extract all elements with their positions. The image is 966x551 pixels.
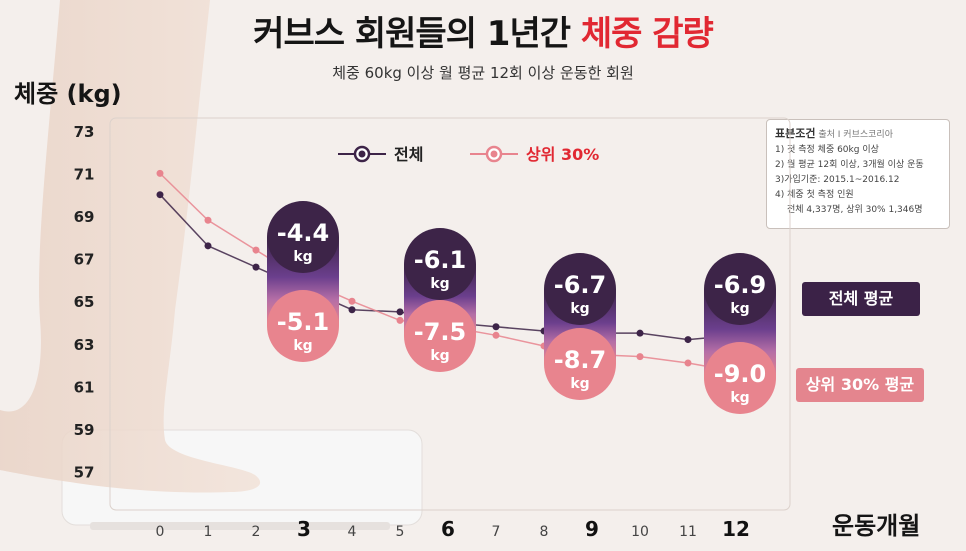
annotation-circle-all	[544, 253, 616, 325]
data-point	[636, 353, 644, 361]
source-line: 1) 첫 측정 체중 60kg 이상	[775, 145, 879, 155]
data-point	[396, 308, 404, 316]
data-point	[204, 216, 212, 224]
x-tick-label: 6	[441, 517, 455, 541]
annotation-unit-top30: kg	[293, 338, 312, 354]
data-point	[396, 316, 404, 324]
x-tick-label: 7	[492, 524, 501, 540]
source-line: 4) 체중 첫 측정 인원	[775, 190, 854, 200]
y-tick-label: 69	[74, 208, 95, 226]
source-line: 3)가입기준: 2015.1~2016.12	[775, 175, 900, 185]
annotation-value-all: -4.4	[277, 219, 329, 247]
annotation-circle-all	[267, 201, 339, 273]
data-point	[348, 306, 356, 314]
x-tick-label: 8	[540, 524, 549, 540]
annotation-unit-top30: kg	[430, 348, 449, 364]
annotation-value-all: -6.1	[414, 246, 466, 274]
annotation-circle-top30	[544, 328, 616, 400]
data-point	[492, 323, 500, 331]
source-title: 표본조건	[775, 127, 816, 140]
y-tick-label: 71	[74, 165, 95, 183]
data-point	[156, 169, 164, 177]
annotation-circle-top30	[704, 342, 776, 414]
data-point	[252, 246, 260, 254]
y-axis-label: 체중 (kg)	[14, 80, 122, 108]
x-tick-label: 9	[585, 517, 599, 541]
plot-frame	[109, 117, 791, 511]
y-tick-label: 61	[74, 378, 95, 396]
x-tick-label: 3	[297, 517, 311, 541]
source-line: 2) 월 평균 12회 이상, 3개월 이상 운동	[775, 160, 924, 170]
annotation-circle-all	[404, 228, 476, 300]
legend-marker-center	[358, 150, 366, 158]
y-tick-label: 67	[74, 251, 95, 269]
x-tick-label: 1	[204, 524, 213, 540]
y-tick-label: 73	[74, 123, 95, 141]
source-line: 전체 4,337명, 상위 30% 1,346명	[787, 205, 923, 215]
annotation-unit-top30: kg	[730, 390, 749, 406]
x-axis-label: 운동개월	[832, 512, 921, 540]
x-tick-label: 0	[156, 524, 165, 540]
data-point	[684, 359, 692, 367]
avg-label-all: 전체 평균	[802, 282, 920, 316]
annotation-circle-all	[704, 253, 776, 325]
annotation-circle-top30	[404, 300, 476, 372]
annotation-value-top30: -9.0	[714, 360, 766, 388]
annotation-value-all: -6.9	[714, 271, 766, 299]
annotation-unit-top30: kg	[570, 376, 589, 392]
y-tick-label: 65	[74, 293, 95, 311]
x-tick-label: 4	[348, 524, 357, 540]
page-title: 커브스 회원들의 1년간 체중 감량	[0, 6, 966, 55]
annotation-unit-all: kg	[430, 276, 449, 292]
annotation-value-top30: -5.1	[277, 308, 329, 336]
annotation-unit-all: kg	[293, 249, 312, 265]
annotation-unit-all: kg	[570, 301, 589, 317]
annotation-value-top30: -8.7	[554, 346, 606, 374]
legend-label: 상위 30%	[526, 145, 599, 164]
title-main: 커브스 회원들의 1년간	[253, 14, 581, 54]
legend-label: 전체	[394, 145, 423, 164]
x-tick-label: 10	[631, 524, 649, 540]
annotation-value-top30: -7.5	[414, 318, 466, 346]
data-point	[348, 297, 356, 305]
data-point	[492, 331, 500, 339]
y-tick-label: 57	[74, 464, 95, 482]
annotation-value-all: -6.7	[554, 271, 606, 299]
legend-marker-center	[490, 150, 498, 158]
title-highlight: 체중 감량	[580, 14, 714, 54]
data-point	[156, 191, 164, 199]
y-tick-label: 63	[74, 336, 95, 354]
y-tick-label: 59	[74, 421, 95, 439]
data-point	[252, 263, 260, 271]
avg-label-top: 상위 30% 평균	[796, 368, 924, 402]
data-point	[684, 336, 692, 344]
foot-illustration	[0, 0, 261, 493]
annotation-circle-top30	[267, 290, 339, 362]
sample-conditions-box: 표본조건 출처 I 커브스코리아 1) 첫 측정 체중 60kg 이상 2) 월…	[766, 119, 950, 229]
x-tick-label: 5	[396, 524, 405, 540]
annotation-unit-all: kg	[730, 301, 749, 317]
data-point	[636, 329, 644, 337]
data-point	[204, 242, 212, 250]
x-tick-label: 12	[722, 517, 750, 541]
page-subtitle: 체중 60kg 이상 월 평균 12회 이상 운동한 회원	[332, 64, 634, 82]
x-tick-label: 2	[252, 524, 261, 540]
source-attribution: 출처 I 커브스코리아	[818, 130, 893, 140]
x-tick-label: 11	[679, 524, 697, 540]
